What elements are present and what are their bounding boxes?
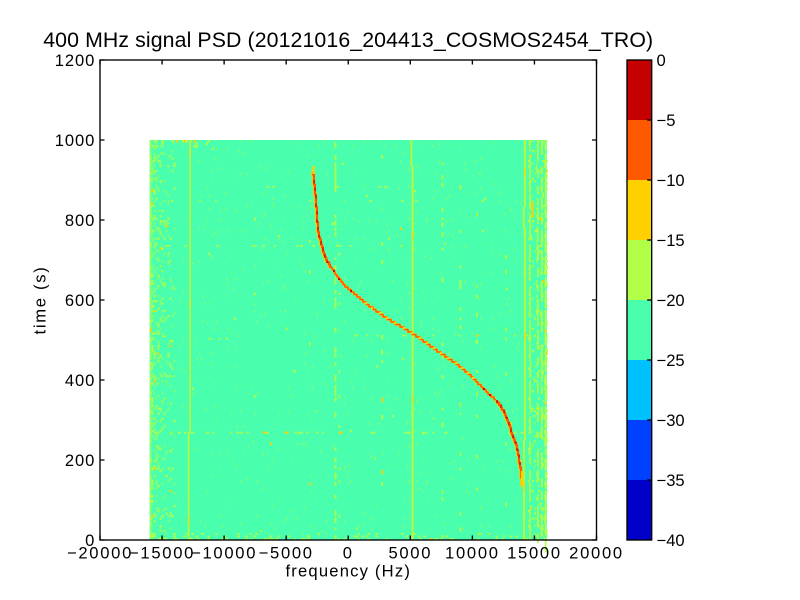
svg-text:0: 0 [657,51,666,70]
svg-text:frequency (Hz): frequency (Hz) [285,562,411,581]
svg-text:400 MHz signal PSD (20121016_2: 400 MHz signal PSD (20121016_204413_COSM… [43,28,653,52]
svg-text:−15000: −15000 [129,544,195,563]
svg-text:−15: −15 [657,231,685,250]
svg-text:0: 0 [85,531,95,550]
svg-text:−5: −5 [657,111,676,130]
svg-text:200: 200 [65,451,95,470]
svg-text:5000: 5000 [388,544,432,563]
svg-text:800: 800 [65,211,95,230]
svg-text:1200: 1200 [55,51,96,70]
svg-text:−20: −20 [657,291,685,310]
svg-text:−40: −40 [657,531,685,550]
svg-text:−25: −25 [657,351,685,370]
svg-text:−5000: −5000 [259,544,314,563]
svg-text:20000: 20000 [569,544,624,563]
svg-text:−20000: −20000 [67,544,133,563]
svg-text:1000: 1000 [55,131,96,150]
svg-text:400: 400 [65,371,95,390]
svg-text:15000: 15000 [507,544,562,563]
svg-text:10000: 10000 [445,544,500,563]
svg-text:−10: −10 [657,171,685,190]
svg-text:−10000: −10000 [191,544,257,563]
svg-text:600: 600 [65,291,95,310]
svg-text:0: 0 [343,544,354,563]
svg-text:time (s): time (s) [31,266,50,335]
svg-text:−30: −30 [657,411,685,430]
svg-text:−35: −35 [657,471,685,490]
